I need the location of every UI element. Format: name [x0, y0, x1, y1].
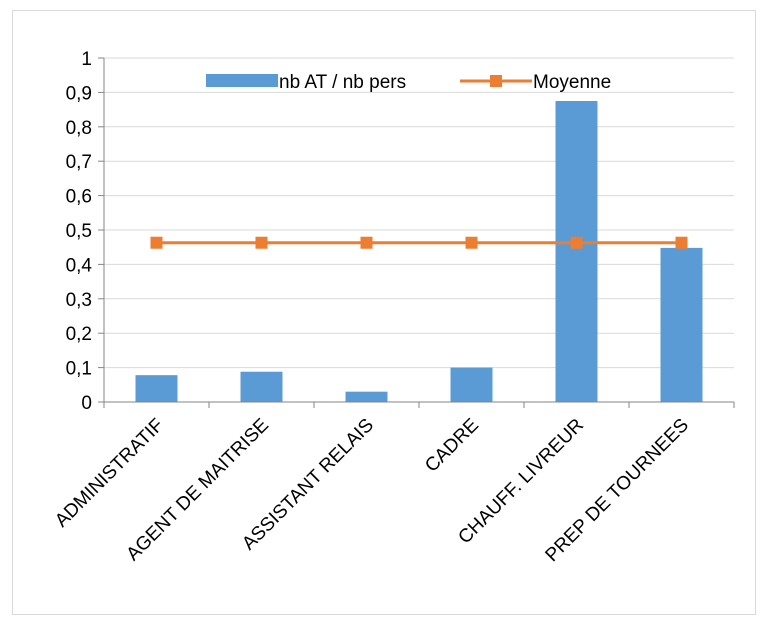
bar-series: [135, 101, 703, 402]
bar-5: [555, 101, 598, 402]
legend-swatch-bar: [206, 74, 278, 87]
x-tick-label: CADRE: [421, 415, 483, 477]
legend-label-line: Moyenne: [533, 72, 611, 93]
legend-label-bar: nb AT / nb pers: [279, 72, 406, 93]
y-tick-label: 0,9: [66, 83, 92, 104]
moyenne-marker-5: [570, 236, 583, 249]
y-tick-label: 0,4: [66, 255, 93, 276]
y-tick-label: 0,5: [66, 221, 92, 242]
line-series: [150, 236, 688, 249]
bar-3: [345, 391, 388, 402]
y-tick-label: 0,3: [66, 290, 92, 311]
y-tick-label: 0,1: [66, 359, 92, 380]
legend: nb AT / nb pers Moyenne: [206, 72, 611, 93]
bar-6: [660, 247, 703, 402]
chart-area: [12, 10, 756, 615]
moyenne-marker-1: [150, 236, 163, 249]
bar-2: [240, 371, 283, 402]
moyenne-marker-2: [255, 236, 268, 249]
y-tick-label: 0: [81, 393, 92, 414]
bar-4: [450, 367, 493, 402]
moyenne-marker-6: [675, 236, 688, 249]
y-tick-label: 0,8: [66, 118, 92, 139]
y-tick-label: 0,7: [66, 152, 92, 173]
bar-1: [135, 375, 178, 402]
gridlines: [104, 57, 734, 369]
axes: [98, 57, 735, 408]
moyenne-marker-3: [360, 236, 373, 249]
x-tick-label: ADMINISTRATIF: [51, 415, 168, 532]
y-tick-label: 0,2: [66, 324, 92, 345]
legend-swatch-marker: [490, 75, 502, 87]
moyenne-marker-4: [465, 236, 478, 249]
y-tick-label: 0,6: [66, 187, 92, 208]
y-tick-label: 1: [81, 49, 92, 70]
